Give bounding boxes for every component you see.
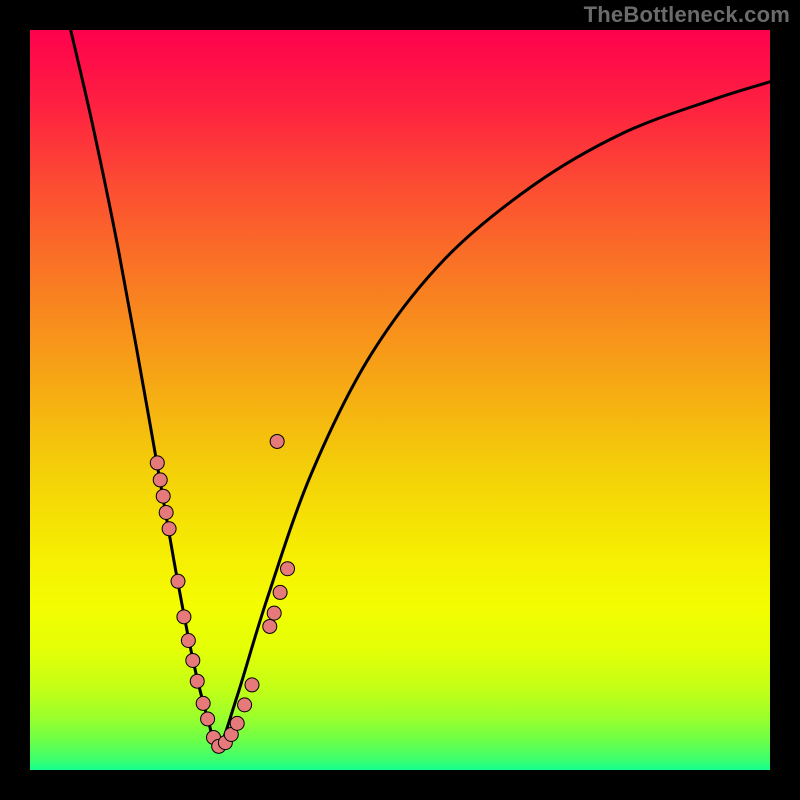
data-point: [150, 456, 164, 470]
curve-layer: [30, 30, 770, 770]
data-point: [263, 619, 277, 633]
chart-frame: TheBottleneck.com: [0, 0, 800, 800]
data-point: [177, 610, 191, 624]
data-point: [153, 473, 167, 487]
data-point: [196, 696, 210, 710]
data-point: [245, 678, 259, 692]
data-point: [190, 674, 204, 688]
data-point: [238, 698, 252, 712]
data-point: [270, 434, 284, 448]
data-point: [281, 562, 295, 576]
data-point: [159, 505, 173, 519]
data-point: [267, 606, 281, 620]
data-point: [186, 653, 200, 667]
plot-area: [30, 30, 770, 770]
data-point: [201, 712, 215, 726]
data-point: [171, 574, 185, 588]
data-point: [230, 716, 244, 730]
data-point-markers: [150, 434, 294, 753]
data-point: [162, 522, 176, 536]
data-point: [273, 585, 287, 599]
watermark-text: TheBottleneck.com: [584, 2, 790, 28]
data-point: [181, 634, 195, 648]
bottleneck-curve: [71, 30, 770, 747]
data-point: [156, 489, 170, 503]
